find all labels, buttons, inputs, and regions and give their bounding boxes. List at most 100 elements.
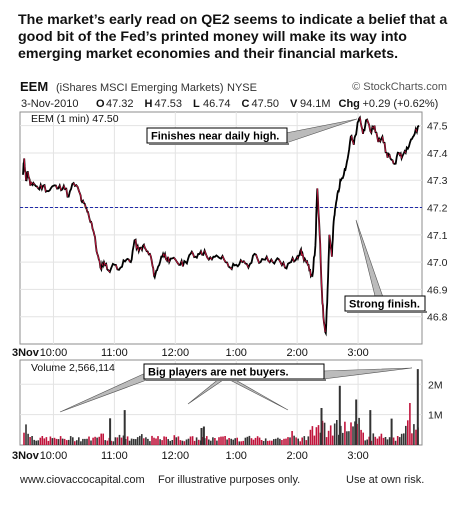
- volume-bar: [67, 439, 70, 445]
- volume-bar: [177, 436, 180, 445]
- volume-bar: [287, 437, 289, 445]
- volume-bar: [53, 437, 56, 445]
- volume-spike-bar: [202, 426, 205, 445]
- volume-bar: [114, 437, 117, 445]
- volume-bar: [305, 440, 308, 445]
- price-tick-label: 47.3: [427, 175, 448, 187]
- session-date: 3-Nov-2010: [21, 98, 78, 110]
- volume-bar: [27, 433, 29, 445]
- volume-bar: [323, 422, 326, 445]
- volume-bar: [315, 427, 318, 445]
- volume-bar: [23, 432, 25, 445]
- price-tick-label: 47.2: [427, 203, 448, 215]
- volume-bar: [325, 437, 328, 445]
- volume-bar: [258, 437, 261, 445]
- volume-spike-bar: [320, 408, 323, 445]
- volume-spike-bar: [390, 418, 393, 445]
- volume-bar: [376, 438, 379, 445]
- volume-bar: [98, 436, 100, 445]
- volume-bar: [230, 438, 232, 445]
- volume-bar: [260, 440, 263, 445]
- watermark: © StockCharts.com: [352, 81, 447, 93]
- volume-bar: [161, 440, 163, 445]
- price-tick-label: 46.9: [427, 284, 448, 296]
- volume-bar: [43, 438, 46, 445]
- volume-bar: [307, 436, 310, 445]
- volume-bar: [33, 439, 35, 445]
- volume-bar: [132, 438, 135, 445]
- volume-bar: [149, 441, 151, 445]
- ohlc-value-chg: +0.29 (+0.62%): [363, 98, 439, 110]
- volume-bar: [246, 436, 249, 445]
- volume-bar: [157, 436, 159, 445]
- volume-bar: [72, 437, 74, 445]
- volume-bar: [175, 437, 178, 445]
- volume-bar: [360, 429, 362, 445]
- volume-bar: [35, 440, 37, 445]
- volume-bar: [218, 437, 220, 445]
- volume-bar: [281, 440, 283, 445]
- volume-bar: [47, 440, 50, 445]
- volume-bar: [216, 440, 218, 445]
- volume-bar: [29, 437, 31, 445]
- volume-bar: [59, 436, 62, 445]
- volume-bar: [266, 440, 269, 445]
- ohlc-value-l: 46.74: [203, 98, 231, 110]
- volume-bar: [313, 435, 316, 445]
- volume-bar: [37, 440, 39, 445]
- volume-bar: [398, 437, 401, 445]
- volume-bar: [409, 403, 411, 445]
- volume-bar: [41, 436, 44, 445]
- volume-bar: [74, 441, 76, 445]
- volume-bar: [392, 437, 395, 445]
- legend-entry: EEM (1 min) 47.50: [31, 113, 119, 125]
- volume-bar: [195, 437, 198, 445]
- volume-bar: [80, 441, 82, 445]
- volume-bar: [384, 437, 387, 445]
- volume-bar: [285, 438, 287, 445]
- volume-bar: [411, 433, 413, 445]
- volume-bar: [84, 438, 86, 445]
- volume-bar: [197, 439, 200, 445]
- volume-bar: [350, 422, 352, 445]
- volume-bar: [130, 438, 133, 445]
- volume-bar: [159, 439, 161, 445]
- volume-spike-bar: [369, 410, 372, 445]
- time-tick-label: 11:00: [101, 450, 128, 462]
- annotation-big-players-shadow: [146, 379, 326, 381]
- volume-bar: [120, 437, 123, 445]
- volume-bar: [236, 437, 238, 445]
- volume-bar: [88, 436, 90, 445]
- volume-bar: [400, 433, 403, 445]
- volume-bar: [254, 437, 257, 445]
- volume-spike-bar: [200, 428, 203, 445]
- volume-bar: [141, 434, 143, 445]
- volume-bar: [102, 433, 104, 445]
- volume-bar: [143, 438, 145, 445]
- volume-bar: [169, 440, 171, 445]
- volume-bar: [240, 441, 243, 445]
- ohlc-key-l: L: [193, 98, 200, 110]
- volume-bar: [55, 438, 58, 445]
- ohlc-row: O 47.32 H 47.53 L 46.74 C 47.50 V 94.1M Chg +0.29 (…: [96, 98, 438, 110]
- volume-bar: [171, 440, 174, 445]
- volume-bar: [354, 421, 356, 445]
- ohlc-key-h: H: [145, 98, 153, 110]
- volume-bar: [49, 436, 52, 445]
- time-tick-label: 3:00: [347, 450, 368, 462]
- price-tick-label: 47.5: [427, 121, 448, 133]
- volume-bar: [297, 438, 299, 445]
- volume-bar: [187, 438, 190, 445]
- volume-bar: [303, 436, 306, 445]
- volume-bar: [61, 438, 64, 445]
- volume-bar: [342, 432, 344, 445]
- time-tick-label: 3:00: [347, 347, 368, 359]
- volume-spike-bar: [355, 399, 358, 445]
- volume-bar: [128, 440, 131, 445]
- volume-bar: [234, 438, 236, 445]
- volume-bar: [264, 438, 267, 445]
- volume-bar: [65, 440, 68, 445]
- volume-bar: [232, 439, 234, 445]
- volume-bar: [293, 435, 295, 445]
